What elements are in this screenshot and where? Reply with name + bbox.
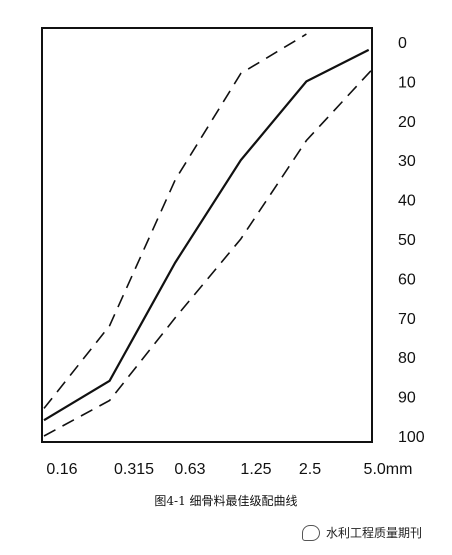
- x-tick-label: 0.16: [46, 461, 77, 478]
- series-layer: [43, 33, 373, 437]
- y-tick-label: 60: [398, 271, 416, 288]
- x-tick-labels: 0.16 0.315 0.63 1.25 2.5 5.0mm: [46, 461, 412, 478]
- plot-frame: [41, 27, 373, 443]
- y-tick-label: 50: [398, 232, 416, 249]
- watermark-text: 水利工程质量期刊: [325, 526, 422, 540]
- y-tick-label: 30: [398, 153, 416, 170]
- y-tick-label: 10: [398, 74, 416, 91]
- x-tick-label: 0.63: [174, 461, 205, 478]
- series-line-2: [43, 33, 307, 409]
- y-tick-labels: 0 10 20 30 40 50 60 70 80 90 100: [398, 35, 425, 446]
- y-tick-label: 90: [398, 390, 416, 407]
- y-tick-label: 0: [398, 35, 407, 52]
- x-tick-label: 1.25: [240, 461, 271, 478]
- series-line-3: [43, 69, 373, 437]
- wechat-icon: [301, 524, 320, 541]
- figure-caption: 图4-1 细骨料最佳级配曲线: [154, 494, 298, 508]
- y-tick-label: 100: [398, 429, 425, 446]
- series-line-1: [43, 48, 370, 422]
- x-tick-label: 0.315: [114, 461, 154, 478]
- y-tick-label: 80: [398, 350, 416, 367]
- y-tick-label: 70: [398, 311, 416, 328]
- y-tick-label: 40: [398, 193, 416, 210]
- watermark: 水利工程质量期刊: [301, 524, 422, 541]
- x-tick-label: 5.0mm: [364, 461, 413, 478]
- x-tick-label: 2.5: [299, 461, 321, 478]
- y-tick-label: 20: [398, 114, 416, 131]
